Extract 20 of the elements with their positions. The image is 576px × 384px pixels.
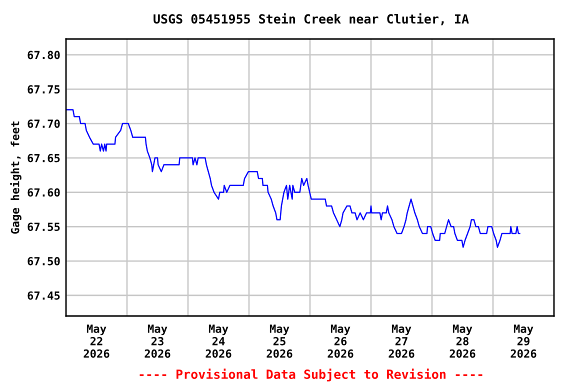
x-tick-label: May 23 2026 <box>144 324 170 358</box>
text: ---- Provisional Data Subject to Revision ---- <box>140 368 482 382</box>
y-tick-label: 67.65 <box>28 154 60 162</box>
y-tick-label: 67.50 <box>28 256 60 266</box>
x-tick-label: May 24 2026 <box>206 324 232 358</box>
y-tick-label: 67.75 <box>28 85 60 94</box>
x-tick-label: May 22 2026 <box>84 324 110 358</box>
line-series <box>66 109 520 248</box>
y-tick-label: 67.70 <box>28 120 60 128</box>
y-axis-title: Gage height, feet <box>10 122 22 234</box>
x-tick-label: May 25 2026 <box>266 324 292 358</box>
x-tick-label: May 28 2026 <box>450 324 476 358</box>
x-tick-label: May 27 2026 <box>388 324 414 358</box>
y-tick-label: 67.60 <box>28 188 60 197</box>
y-tick-label: 67.80 <box>28 50 60 60</box>
x-tick-label: May 26 2026 <box>328 324 354 358</box>
x-tick-label: May 29 2026 <box>510 324 536 358</box>
y-tick-label: 67.45 <box>28 291 60 300</box>
y-tick-label: 67.55 <box>28 222 60 232</box>
chart-title: USGS 05451955 Stein Creek near Clutier, IA <box>154 13 469 26</box>
